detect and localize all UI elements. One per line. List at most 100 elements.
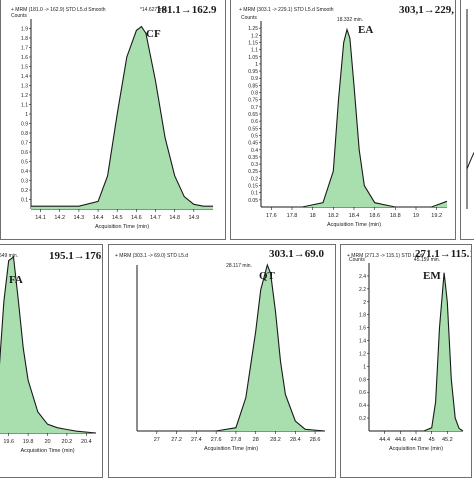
chromatogram-svg: 19.6 19.8 20 20.2 20.4 Acquisition Time (min)… xyxy=(0,250,102,454)
x-tick-label: 27.6 xyxy=(211,437,222,443)
y-tick-label: 1.8 xyxy=(21,36,28,42)
y-tick-label: 1.1 xyxy=(21,103,28,109)
trace-line xyxy=(466,151,474,170)
transition-label: 195.1→176.9 xyxy=(49,250,102,262)
y-tick-label: 1 xyxy=(25,112,28,118)
peak-time-label: 28.117 min. xyxy=(226,263,252,269)
x-tick-label: 14.2 xyxy=(54,215,65,221)
y-tick-label: 0.7 xyxy=(251,105,258,111)
chromatogram-svg: + MRM (181.0 -> 162.9) STD L5.d Smooth 0.… xyxy=(11,4,217,230)
x-tick-label: 44.8 xyxy=(411,437,422,443)
peak-area xyxy=(369,272,463,431)
x-axis-label: Acquisition Time (min) xyxy=(389,446,443,452)
x-tick-label: 18 xyxy=(310,213,316,219)
y-tick-label: 1.4 xyxy=(21,74,28,80)
x-tick-label: 28.4 xyxy=(290,437,301,443)
y-tick-label: 1.5 xyxy=(21,65,28,71)
y-tick-label: 1.4 xyxy=(359,339,366,345)
x-tick-label: 20.2 xyxy=(62,439,73,445)
y-tick-label: 1.3 xyxy=(21,84,28,90)
x-tick-label: 27.4 xyxy=(191,437,202,443)
x-tick-label: 44.4 xyxy=(379,437,390,443)
compound-label: FA xyxy=(9,274,23,286)
x-tick-label: 14.8 xyxy=(169,215,180,221)
y-tick-label: 0.8 xyxy=(251,91,258,97)
y-tick-label: 0.2 xyxy=(251,176,258,182)
peak-area xyxy=(261,29,447,207)
y-tick-label: 0.4 xyxy=(359,403,366,409)
y-tick-label: 0.45 xyxy=(248,141,258,147)
x-tick-label: 45.2 xyxy=(442,437,453,443)
y-tick-label: 0.1 xyxy=(251,191,258,197)
y-tick-label: 0.85 xyxy=(248,83,258,89)
x-tick-label: 28.2 xyxy=(270,437,281,443)
y-tick-label: 0.4 xyxy=(21,169,28,175)
y-tick-label: 0.9 xyxy=(251,76,258,82)
x-tick-label: 19.2 xyxy=(431,213,442,219)
trace-line xyxy=(31,25,213,207)
y-tick-label: 0.9 xyxy=(21,122,28,128)
x-tick-label: 14.4 xyxy=(93,215,104,221)
y-tick-label: 0.6 xyxy=(21,150,28,156)
peak-time-label: *14.627 min. xyxy=(140,7,168,13)
y-tick-label: 0.7 xyxy=(21,141,28,147)
chromatogram-panel-qt: + MRM (303.1 -> 69.0) STD L5.d 27 27.2 27.4… xyxy=(108,244,336,478)
chromatogram-panel-ea: + MRM (303.1 -> 229.1) STD L5.d Smooth 0.… xyxy=(230,0,456,240)
x-tick-label: 18.6 xyxy=(369,213,380,219)
x-tick-label: 45 xyxy=(429,437,435,443)
y-tick-label: 1.7 xyxy=(21,46,28,52)
y-tick-label: 0.8 xyxy=(359,377,366,383)
x-tick-label: 18.8 xyxy=(390,213,401,219)
x-tick-label: 44.6 xyxy=(395,437,406,443)
x-tick-label: 19 xyxy=(413,213,419,219)
panel-header: + MRM (181.0 -> 162.9) STD L5.d Smooth xyxy=(11,7,106,13)
y-tick-label: 1.05 xyxy=(248,55,258,61)
compound-label: QT xyxy=(259,270,276,282)
compound-label: EA xyxy=(358,24,373,36)
peak-time-label: 45.159 min. xyxy=(414,257,440,263)
x-tick-label: 17.6 xyxy=(266,213,277,219)
peak-area xyxy=(31,26,213,209)
peak-time-label: 18.332 min. xyxy=(337,17,363,23)
x-tick-label: 27.2 xyxy=(171,437,182,443)
y-tick-label: 1.2 xyxy=(21,93,28,99)
chromatogram-panel-cf: + MRM (181.0 -> 162.9) STD L5.d Smooth 0.… xyxy=(0,0,226,240)
chromatogram-svg: + MRM (271.3 -> 115.1) STD L4.d 0.2 0.4 0.6… xyxy=(347,248,471,452)
chromatogram-svg xyxy=(466,9,474,209)
y-tick-label: 0.6 xyxy=(359,390,366,396)
transition-label: 181.1→162.9 xyxy=(156,4,217,16)
compound-label: CF xyxy=(146,28,161,40)
y-tick-label: 2.4 xyxy=(359,274,366,280)
x-tick-label: 28.6 xyxy=(310,437,321,443)
chromatogram-panel-fa: 19.6 19.8 20 20.2 20.4 Acquisition Time (min)… xyxy=(0,244,103,478)
y-tick-label: 0.6 xyxy=(251,119,258,125)
x-axis-label: Acquisition Time (min) xyxy=(327,222,381,228)
y-tick-label: 0.75 xyxy=(248,98,258,104)
transition-label: 303,1→229,1 xyxy=(399,4,455,16)
panel-header: + MRM (303.1 -> 229.1) STD L5.d Smooth xyxy=(239,7,334,13)
x-tick-label: 20.4 xyxy=(81,439,92,445)
y-tick-label: 0.05 xyxy=(248,198,258,204)
y-tick-label: 0.65 xyxy=(248,112,258,118)
transition-label: 271.1→115.1 xyxy=(415,248,471,260)
y-tick-label: 0.95 xyxy=(248,69,258,75)
chromatogram-svg: + MRM (303.1 -> 229.1) STD L5.d Smooth 0.… xyxy=(239,4,455,228)
y-tick-label: 0.3 xyxy=(21,179,28,185)
x-tick-label: 17.8 xyxy=(287,213,298,219)
y-tick-label: 1.1 xyxy=(251,48,258,54)
trace-line xyxy=(0,255,97,434)
y-tick-label: 1.15 xyxy=(248,40,258,46)
y-tick-label: 0.5 xyxy=(251,133,258,139)
y-tick-label: 1 xyxy=(255,62,258,68)
y-tick-label: 0.55 xyxy=(248,126,258,132)
y-tick-label: 0.5 xyxy=(21,160,28,166)
x-tick-label: 14.6 xyxy=(131,215,142,221)
x-tick-label: 27 xyxy=(154,437,160,443)
y-tick-label: 0.2 xyxy=(21,188,28,194)
y-tick-label: 1.9 xyxy=(21,27,28,33)
x-tick-label: 19.8 xyxy=(23,439,34,445)
y-tick-label: 1.25 xyxy=(248,26,258,32)
chromatogram-panel-em: + MRM (271.3 -> 115.1) STD L4.d 0.2 0.4 0.6… xyxy=(340,244,472,478)
y-tick-label: 2 xyxy=(363,300,366,306)
x-axis-label: Acquisition Time (min) xyxy=(20,448,74,454)
